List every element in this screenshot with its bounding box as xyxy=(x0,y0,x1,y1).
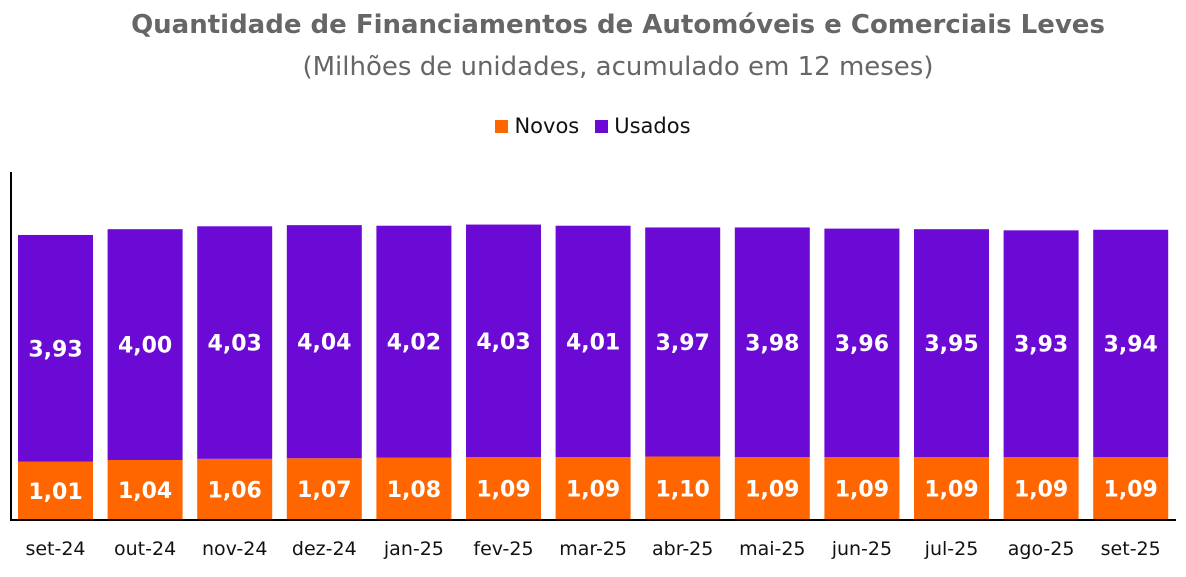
bar-novos xyxy=(107,459,183,520)
x-tick-label: mar-25 xyxy=(559,538,627,560)
x-tick-label: fev-25 xyxy=(473,538,533,560)
data-label: 1,09 xyxy=(745,478,799,503)
data-label: 3,93 xyxy=(28,337,82,362)
data-label: 3,97 xyxy=(656,331,710,356)
bar-usados xyxy=(555,225,631,458)
bar-usados xyxy=(734,227,810,458)
legend-swatch-novos xyxy=(495,119,509,133)
x-tick-label: set-24 xyxy=(25,538,85,560)
x-tick-label: jul-25 xyxy=(924,538,979,560)
bar-usados xyxy=(824,228,900,458)
data-label: 1,08 xyxy=(387,478,441,503)
bar-usados xyxy=(376,225,452,458)
chart-subtitle: (Milhões de unidades, acumulado em 12 me… xyxy=(302,52,934,82)
data-label: 1,09 xyxy=(835,478,889,503)
bar-usados xyxy=(197,226,273,459)
data-label: 4,00 xyxy=(118,334,172,359)
chart-title: Quantidade de Financiamentos de Automóve… xyxy=(131,10,1105,40)
bar-usados xyxy=(914,229,989,458)
data-label: 4,03 xyxy=(208,332,262,357)
bar-usados xyxy=(645,227,721,457)
x-tick-label: ago-25 xyxy=(1008,538,1075,560)
x-tick-label: dez-24 xyxy=(292,538,357,560)
data-label: 1,07 xyxy=(297,478,351,503)
x-tick-label: mai-25 xyxy=(739,538,805,560)
bar-usados xyxy=(18,234,93,462)
data-label: 1,04 xyxy=(118,479,172,504)
data-label: 4,03 xyxy=(476,330,530,355)
bar-novos xyxy=(466,457,541,520)
bar-novos xyxy=(1003,457,1079,520)
bar-novos xyxy=(555,457,631,520)
legend: Novos Usados xyxy=(0,114,1186,138)
data-label: 1,09 xyxy=(476,478,530,503)
bar-novos xyxy=(1093,457,1169,520)
x-tick-label: nov-24 xyxy=(202,538,267,560)
data-label: 4,01 xyxy=(566,330,620,355)
bar-novos xyxy=(18,461,93,520)
bar-novos xyxy=(376,457,452,520)
legend-label: Usados xyxy=(614,114,691,138)
data-label: 1,01 xyxy=(28,480,82,505)
data-label: 3,95 xyxy=(924,332,978,357)
x-tick-label: jan-25 xyxy=(383,538,444,560)
data-label: 4,04 xyxy=(297,331,351,356)
bar-novos xyxy=(914,457,989,520)
bar-usados xyxy=(107,229,183,460)
bar-novos xyxy=(286,458,362,520)
bar-novos xyxy=(824,457,900,520)
x-tick-label: jun-25 xyxy=(831,538,892,560)
data-label: 1,10 xyxy=(656,477,710,502)
x-tick-label: set-25 xyxy=(1101,538,1161,560)
bar-usados xyxy=(1003,230,1079,458)
bar-novos xyxy=(197,458,273,520)
data-label: 3,96 xyxy=(835,332,889,357)
bar-novos xyxy=(734,457,810,520)
data-label: 1,09 xyxy=(1014,478,1068,503)
x-tick-label: out-24 xyxy=(114,538,176,560)
data-label: 1,09 xyxy=(924,478,978,503)
legend-item-novos: Novos xyxy=(495,114,579,138)
data-label: 4,02 xyxy=(387,331,441,356)
data-label: 1,09 xyxy=(566,478,620,503)
data-label: 3,93 xyxy=(1014,333,1068,358)
bar-usados xyxy=(286,225,362,459)
data-label: 1,06 xyxy=(208,478,262,503)
legend-label: Novos xyxy=(514,114,580,138)
legend-item-usados: Usados xyxy=(595,114,691,138)
data-label: 1,09 xyxy=(1104,478,1158,503)
data-label: 3,94 xyxy=(1104,332,1158,357)
data-label: 3,98 xyxy=(745,331,799,356)
bar-usados xyxy=(1093,229,1169,458)
legend-swatch-usados xyxy=(595,119,609,133)
x-tick-label: abr-25 xyxy=(652,538,713,560)
bar-novos xyxy=(645,456,721,520)
bar-usados xyxy=(466,224,541,458)
